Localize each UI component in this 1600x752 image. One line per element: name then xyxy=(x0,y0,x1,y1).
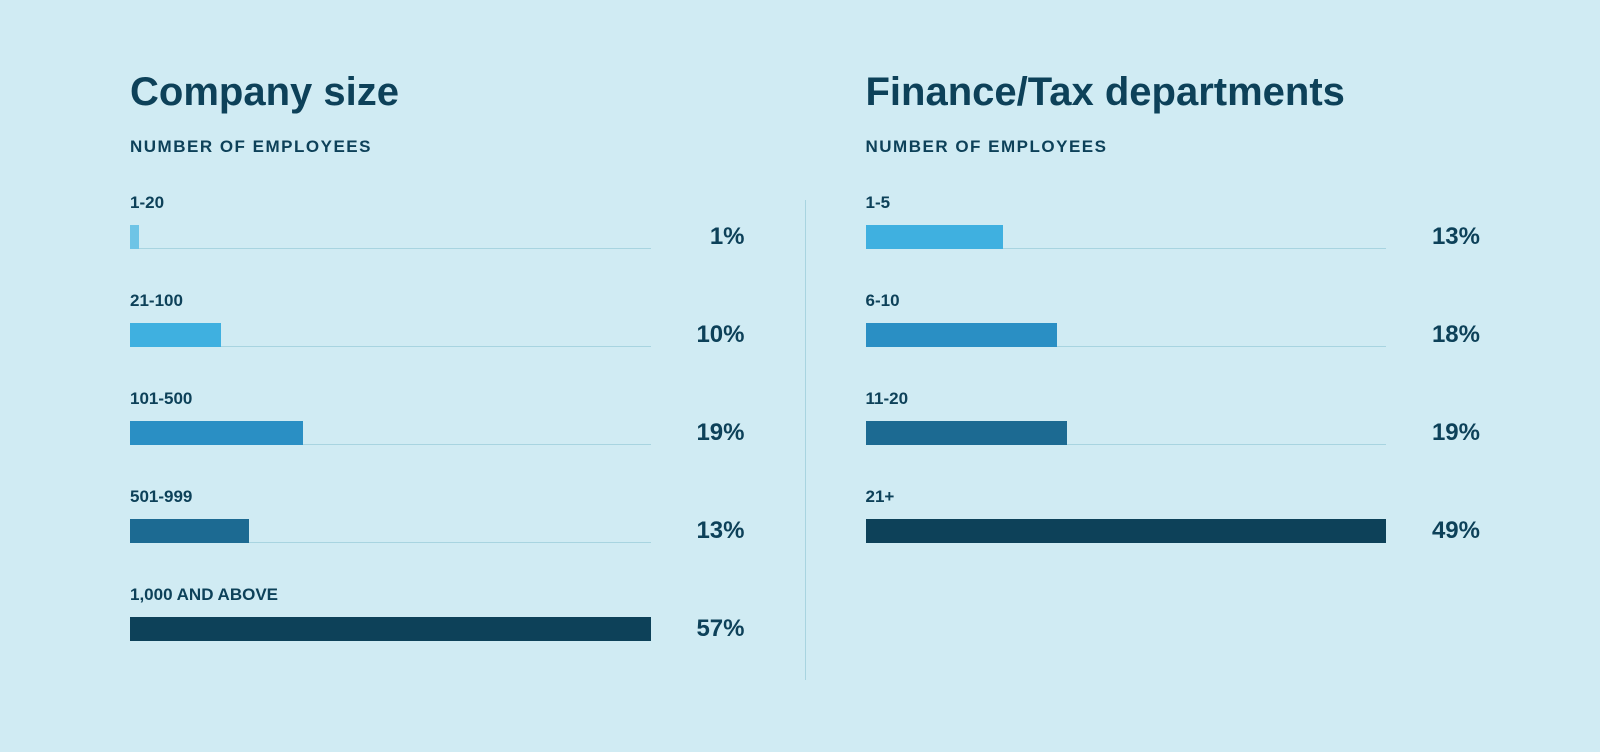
bar-track xyxy=(866,323,1387,347)
bar-value: 18% xyxy=(1426,321,1480,349)
finance-tax-panel: Finance/Tax departments NUMBER OF EMPLOY… xyxy=(806,70,1511,692)
bar-fill xyxy=(130,323,221,347)
bar-value: 19% xyxy=(1426,419,1480,447)
company-size-bars: 1-20 1% 21-100 10% 101-500 19% 501-999 13% 1,000… xyxy=(130,193,745,643)
bar-row: 57% xyxy=(130,615,745,643)
bar-fill xyxy=(130,421,303,445)
bar-item: 21+ 49% xyxy=(866,487,1481,545)
bar-label: 1-20 xyxy=(130,193,745,213)
bar-track xyxy=(130,421,651,445)
company-size-panel: Company size NUMBER OF EMPLOYEES 1-20 1% 2… xyxy=(130,70,805,692)
bar-value: 13% xyxy=(1426,223,1480,251)
panel-title: Company size xyxy=(130,70,745,115)
bar-fill xyxy=(130,225,139,249)
bar-track xyxy=(130,519,651,543)
bar-row: 49% xyxy=(866,517,1481,545)
bar-value: 49% xyxy=(1426,517,1480,545)
bar-label: 11-20 xyxy=(866,389,1481,409)
bar-row: 13% xyxy=(130,517,745,545)
bar-label: 21-100 xyxy=(130,291,745,311)
panel-subtitle: NUMBER OF EMPLOYEES xyxy=(130,137,745,157)
bar-label: 1-5 xyxy=(866,193,1481,213)
panel-title: Finance/Tax departments xyxy=(866,70,1481,115)
bar-row: 18% xyxy=(866,321,1481,349)
bar-item: 21-100 10% xyxy=(130,291,745,349)
bar-row: 13% xyxy=(866,223,1481,251)
bar-label: 101-500 xyxy=(130,389,745,409)
bar-item: 501-999 13% xyxy=(130,487,745,545)
bar-track xyxy=(866,225,1387,249)
bar-label: 501-999 xyxy=(130,487,745,507)
panel-subtitle: NUMBER OF EMPLOYEES xyxy=(866,137,1481,157)
bar-item: 6-10 18% xyxy=(866,291,1481,349)
bar-value: 13% xyxy=(691,517,745,545)
bar-item: 1,000 AND ABOVE 57% xyxy=(130,585,745,643)
bar-track xyxy=(866,421,1387,445)
finance-tax-bars: 1-5 13% 6-10 18% 11-20 19% 21+ 49% xyxy=(866,193,1481,545)
bar-value: 57% xyxy=(691,615,745,643)
bar-fill xyxy=(866,323,1057,347)
bar-label: 6-10 xyxy=(866,291,1481,311)
bar-fill xyxy=(130,617,651,641)
bar-value: 19% xyxy=(691,419,745,447)
bar-row: 1% xyxy=(130,223,745,251)
bar-item: 11-20 19% xyxy=(866,389,1481,447)
bar-row: 10% xyxy=(130,321,745,349)
bar-label: 1,000 AND ABOVE xyxy=(130,585,745,605)
bar-value: 10% xyxy=(691,321,745,349)
chart-container: Company size NUMBER OF EMPLOYEES 1-20 1% 2… xyxy=(0,0,1600,752)
bar-item: 101-500 19% xyxy=(130,389,745,447)
bar-row: 19% xyxy=(866,419,1481,447)
bar-track xyxy=(130,323,651,347)
bar-track xyxy=(130,617,651,641)
bar-value: 1% xyxy=(691,223,745,251)
bar-fill xyxy=(866,421,1068,445)
bar-label: 21+ xyxy=(866,487,1481,507)
bar-fill xyxy=(130,519,249,543)
bar-fill xyxy=(866,225,1004,249)
bar-item: 1-5 13% xyxy=(866,193,1481,251)
bar-track xyxy=(866,519,1387,543)
bar-fill xyxy=(866,519,1387,543)
bar-row: 19% xyxy=(130,419,745,447)
bar-track xyxy=(130,225,651,249)
bar-item: 1-20 1% xyxy=(130,193,745,251)
